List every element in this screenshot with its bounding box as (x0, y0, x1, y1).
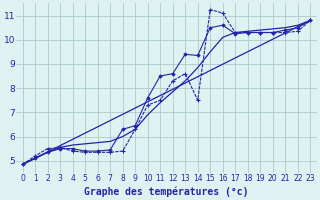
X-axis label: Graphe des températures (°c): Graphe des températures (°c) (84, 186, 249, 197)
